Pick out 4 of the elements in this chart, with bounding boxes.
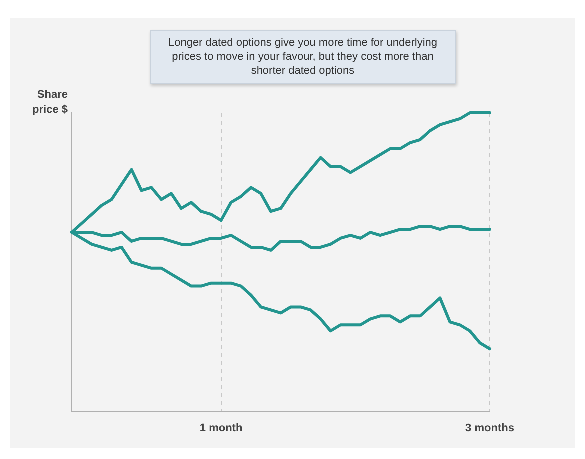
y-axis-title: Share price $ [32,88,68,118]
x-tick-label: 3 months [466,422,514,434]
text: Longer dated options give you more time for underlying prices to move in your favour, but they cost more than shorter dated options [150,30,456,84]
x-tick-label: 1 month [200,422,243,434]
